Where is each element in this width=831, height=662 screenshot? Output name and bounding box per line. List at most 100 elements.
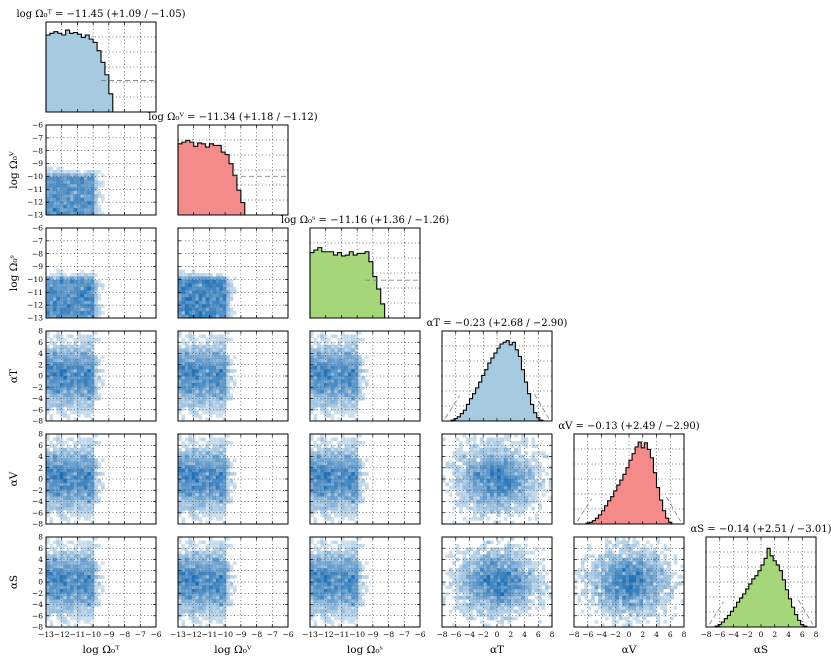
density-cell <box>358 369 362 373</box>
density-cell <box>310 403 314 408</box>
density-cell <box>327 472 331 476</box>
density-cell <box>337 489 342 494</box>
density-cell <box>344 376 349 380</box>
density-cell <box>337 382 342 387</box>
density-cell <box>205 575 210 579</box>
density-cell <box>219 351 223 356</box>
density-cell <box>510 496 515 500</box>
density-cell <box>90 393 95 397</box>
density-cell <box>205 475 210 480</box>
density-cell <box>83 414 88 418</box>
density-cell <box>66 479 71 483</box>
density-cell <box>198 564 203 569</box>
density-cell <box>233 585 237 590</box>
density-cell <box>73 201 78 205</box>
density-cell <box>354 451 359 455</box>
density-cell <box>222 393 227 397</box>
density-cell <box>344 410 349 415</box>
density-cell <box>222 286 227 291</box>
density-cell <box>56 187 60 191</box>
density-cell <box>87 208 91 212</box>
density-cell <box>205 472 210 476</box>
density-cell <box>344 499 349 504</box>
density-cell <box>188 300 192 305</box>
density-cell <box>191 307 196 312</box>
density-cell <box>361 479 366 483</box>
density-cell <box>334 489 338 494</box>
density-cell <box>63 176 67 181</box>
density-cell <box>191 407 196 411</box>
density-cell <box>52 578 57 583</box>
density-cell <box>310 348 314 352</box>
density-cell <box>188 582 192 586</box>
density-cell <box>205 613 210 617</box>
density-cell <box>202 489 206 494</box>
density-cell <box>205 451 210 455</box>
density-cell <box>66 620 71 624</box>
density-cell <box>521 475 525 480</box>
density-cell <box>195 568 199 572</box>
density-cell <box>178 537 182 541</box>
density-cell <box>66 358 71 363</box>
density-cell <box>486 447 491 452</box>
density-cell <box>347 465 352 469</box>
density-cell <box>361 472 366 476</box>
density-cell <box>59 588 64 593</box>
density-cell <box>184 550 189 555</box>
density-cell <box>208 331 213 335</box>
density-cell <box>70 564 74 569</box>
density-cell <box>181 290 186 294</box>
density-cell <box>351 393 355 397</box>
density-cell <box>483 499 487 504</box>
density-cell <box>94 489 98 494</box>
density-cell <box>178 389 182 394</box>
density-cell <box>472 472 477 476</box>
density-cell <box>334 592 338 597</box>
density-cell <box>229 283 234 288</box>
density-cell <box>66 503 71 507</box>
density-cell <box>330 595 335 600</box>
density-cell <box>73 314 78 319</box>
density-cell <box>184 595 189 600</box>
density-cell <box>195 602 199 607</box>
density-cell <box>56 543 60 548</box>
y-tick-label: −11 <box>27 185 43 194</box>
panel-frame <box>309 227 421 319</box>
density-cell <box>208 410 213 415</box>
density-cell <box>459 468 463 473</box>
density-cell <box>52 475 57 480</box>
density-cell <box>59 468 64 473</box>
density-cell <box>316 468 321 473</box>
density-cell <box>340 414 345 418</box>
density-cell <box>344 348 349 352</box>
density-cell <box>52 550 57 555</box>
density-cell <box>334 506 338 511</box>
density-cell <box>56 293 60 298</box>
density-cell <box>83 465 88 469</box>
density-cell <box>73 513 78 518</box>
density-cell <box>445 489 450 494</box>
density-cell <box>90 314 95 319</box>
density-cell <box>351 451 355 455</box>
density-cell <box>313 461 318 466</box>
density-cell <box>327 513 331 518</box>
density-cell <box>215 602 220 607</box>
density-cell <box>59 613 64 617</box>
density-cell <box>205 465 210 469</box>
density-cell <box>205 337 210 342</box>
density-cell <box>188 540 192 545</box>
density-cell <box>191 578 196 583</box>
density-cell <box>181 396 186 401</box>
density-cell <box>208 582 213 586</box>
density-cell <box>354 440 359 445</box>
density-cell <box>205 417 210 422</box>
density-cell <box>191 396 196 401</box>
density-cell <box>226 337 230 342</box>
density-cell <box>191 588 196 593</box>
density-cell <box>347 578 352 583</box>
density-cell <box>483 485 487 490</box>
density-cell <box>49 204 54 209</box>
density-cell <box>503 482 508 487</box>
density-cell <box>534 444 539 449</box>
density-cell <box>459 510 463 514</box>
